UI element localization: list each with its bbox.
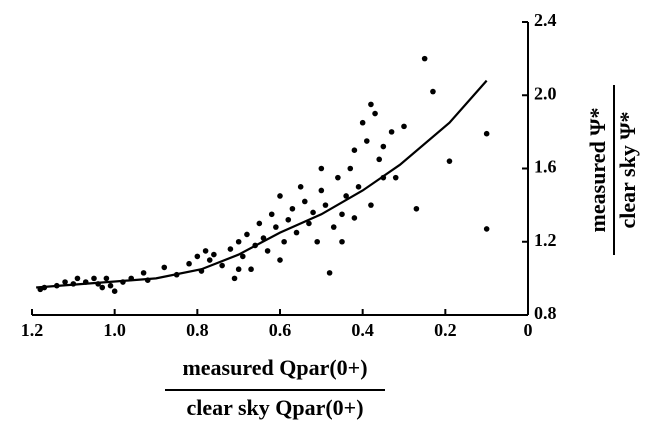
point (227, 246, 234, 252)
x-tick-label: 0.6 (269, 320, 292, 340)
y-tick-label: 2.0 (534, 83, 557, 103)
point (289, 205, 296, 212)
fit-curve (36, 79, 488, 289)
point (339, 211, 345, 218)
point (219, 262, 225, 269)
point (206, 257, 213, 263)
point (244, 231, 250, 238)
point (91, 275, 97, 282)
point (314, 238, 321, 245)
point (388, 129, 395, 135)
x-tick-label: 1.2 (21, 320, 44, 340)
x-tick-label: 1.0 (103, 320, 126, 340)
y-label: measured Ψ* clear sky Ψ* (585, 85, 640, 255)
x-tick-label: 0.2 (434, 320, 457, 340)
point (273, 224, 279, 230)
point (235, 266, 242, 273)
x-tick-label: 0.4 (351, 320, 374, 340)
point (202, 248, 209, 254)
point (483, 226, 490, 232)
point (330, 224, 337, 230)
point (111, 288, 118, 294)
point (347, 165, 354, 172)
point (322, 202, 329, 208)
x-label-numerator: measured Qpar(0+) (182, 355, 367, 380)
point (368, 202, 374, 208)
point (285, 216, 292, 223)
point (372, 110, 378, 117)
x-label-denominator: clear sky Qpar(0+) (186, 395, 363, 420)
point (335, 174, 341, 181)
point (99, 284, 106, 291)
point (368, 101, 374, 108)
y-tick-label: 0.8 (534, 303, 557, 323)
point (140, 270, 147, 276)
point (161, 264, 168, 271)
point (339, 238, 345, 245)
point (62, 279, 68, 285)
point (430, 88, 436, 95)
point (256, 220, 263, 227)
point (74, 275, 81, 282)
point (297, 184, 304, 190)
point (186, 260, 192, 267)
point (401, 123, 407, 130)
point (306, 220, 312, 227)
point (355, 184, 362, 190)
point (231, 275, 238, 282)
point (293, 229, 300, 236)
point (310, 209, 316, 216)
point (343, 193, 349, 199)
x-tick-label: 0.8 (186, 320, 209, 340)
point (351, 215, 358, 221)
point (302, 198, 308, 205)
point (413, 205, 420, 212)
point (277, 193, 283, 199)
point (211, 251, 217, 258)
point (483, 130, 490, 137)
y-tick-label: 1.2 (534, 230, 557, 250)
point (264, 248, 271, 254)
point (103, 275, 110, 282)
point (281, 238, 287, 245)
point (392, 174, 399, 181)
y-tick-label: 1.6 (534, 157, 557, 177)
point (326, 270, 333, 276)
point (248, 266, 254, 273)
y-tick-label: 2.4 (534, 10, 557, 30)
point (240, 253, 246, 260)
point (277, 257, 283, 263)
point (194, 253, 201, 260)
y-label-numerator: measured Ψ* (585, 108, 610, 233)
point (235, 238, 242, 245)
point (107, 282, 114, 289)
point (318, 165, 325, 172)
point (380, 143, 387, 150)
point (268, 211, 275, 218)
x-tick-label: 0 (524, 320, 533, 340)
point (446, 158, 453, 164)
y-label-denominator: clear sky Ψ* (615, 112, 640, 229)
point (421, 55, 428, 62)
point (318, 187, 325, 194)
point (359, 119, 366, 126)
point (376, 156, 383, 163)
point (351, 147, 358, 153)
point (364, 138, 370, 144)
